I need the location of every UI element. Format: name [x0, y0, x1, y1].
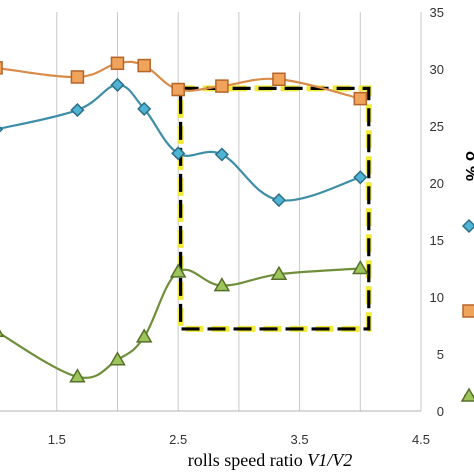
data-point-triangle: [69, 368, 86, 383]
y-tick-label: 10: [430, 290, 444, 305]
data-point-diamond: [214, 147, 229, 162]
data-point-triangle: [270, 265, 288, 280]
data-point-diamond: [353, 170, 368, 185]
data-point-triangle: [169, 263, 187, 278]
legend-marker-triangle: [460, 387, 474, 402]
y-tick-label: 35: [430, 5, 444, 20]
highlight-box: [177, 85, 372, 332]
legend-marker-diamond: [461, 218, 474, 234]
data-point-square: [137, 58, 151, 73]
data-point-square: [110, 56, 125, 71]
y-tick-label: 15: [430, 233, 444, 248]
data-point-triangle: [213, 277, 231, 292]
y-tick-label: 0: [437, 404, 444, 419]
highlight-box-border: [179, 86, 371, 331]
highlight-box-glow: [177, 85, 372, 332]
data-point-triangle: [0, 329, 5, 337]
data-point-square: [70, 70, 85, 84]
x-tick-label: 3.5: [291, 432, 309, 447]
data-point-diamond: [70, 102, 85, 118]
data-point-diamond: [271, 193, 287, 208]
data-point-triangle: [135, 328, 153, 343]
data-point-triangle: [351, 260, 369, 275]
x-tick-labels: 1.5 2.5 3.5 4.5: [48, 432, 430, 447]
data-point-diamond: [137, 101, 152, 116]
y-tick-label: 25: [430, 119, 444, 134]
data-point-square: [0, 61, 3, 75]
legend: [460, 218, 474, 402]
x-tick-label: 1.5: [48, 432, 66, 447]
y-axis-label: δ %: [462, 151, 474, 181]
data-point-square: [215, 79, 229, 93]
y-tick-label: 20: [430, 176, 444, 191]
data-point-diamond: [0, 126, 4, 133]
y-tick-label: 30: [430, 62, 444, 77]
series-markers: [0, 56, 369, 383]
y-tick-labels: 0 5 10 15 20 25 30 35: [430, 5, 444, 419]
data-point-square: [171, 82, 185, 97]
x-tick-label: 2.5: [169, 432, 187, 447]
data-point-square: [353, 91, 368, 106]
x-axis-label: rolls speed ratio V1/V2: [188, 450, 352, 470]
x-tick-label: 4.5: [412, 432, 430, 447]
data-point-diamond: [110, 77, 125, 93]
gridlines: [0, 12, 422, 412]
data-point-square: [272, 72, 286, 87]
y-tick-label: 5: [437, 347, 444, 362]
legend-marker-square: [462, 304, 474, 318]
data-point-diamond: [171, 146, 186, 161]
data-point-triangle: [109, 351, 126, 366]
